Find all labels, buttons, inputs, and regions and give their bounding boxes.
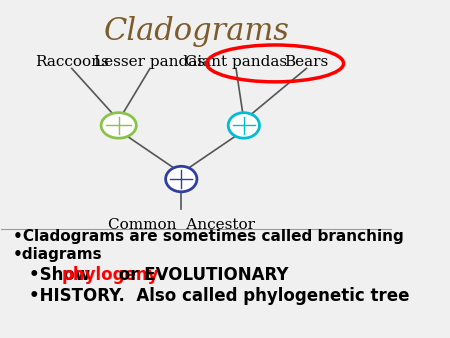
Text: or EVOLUTIONARY: or EVOLUTIONARY bbox=[113, 266, 288, 284]
Text: Cladograms: Cladograms bbox=[104, 17, 290, 47]
Text: Bears: Bears bbox=[284, 55, 328, 69]
Ellipse shape bbox=[166, 166, 197, 192]
Text: phylogeny: phylogeny bbox=[62, 266, 159, 284]
Text: Lesser pandas: Lesser pandas bbox=[94, 55, 206, 69]
Ellipse shape bbox=[228, 113, 260, 138]
Text: Common  Ancestor: Common Ancestor bbox=[108, 218, 255, 232]
Text: •diagrams: •diagrams bbox=[13, 247, 103, 262]
Text: •HISTORY.  Also called phylogenetic tree: •HISTORY. Also called phylogenetic tree bbox=[29, 287, 409, 306]
Text: •Show: •Show bbox=[29, 266, 96, 284]
Text: Giant pandas: Giant pandas bbox=[185, 55, 287, 69]
Text: •Cladograms are sometimes called branching: •Cladograms are sometimes called branchi… bbox=[13, 228, 404, 244]
Text: Raccoons: Raccoons bbox=[35, 55, 108, 69]
Ellipse shape bbox=[101, 113, 136, 138]
